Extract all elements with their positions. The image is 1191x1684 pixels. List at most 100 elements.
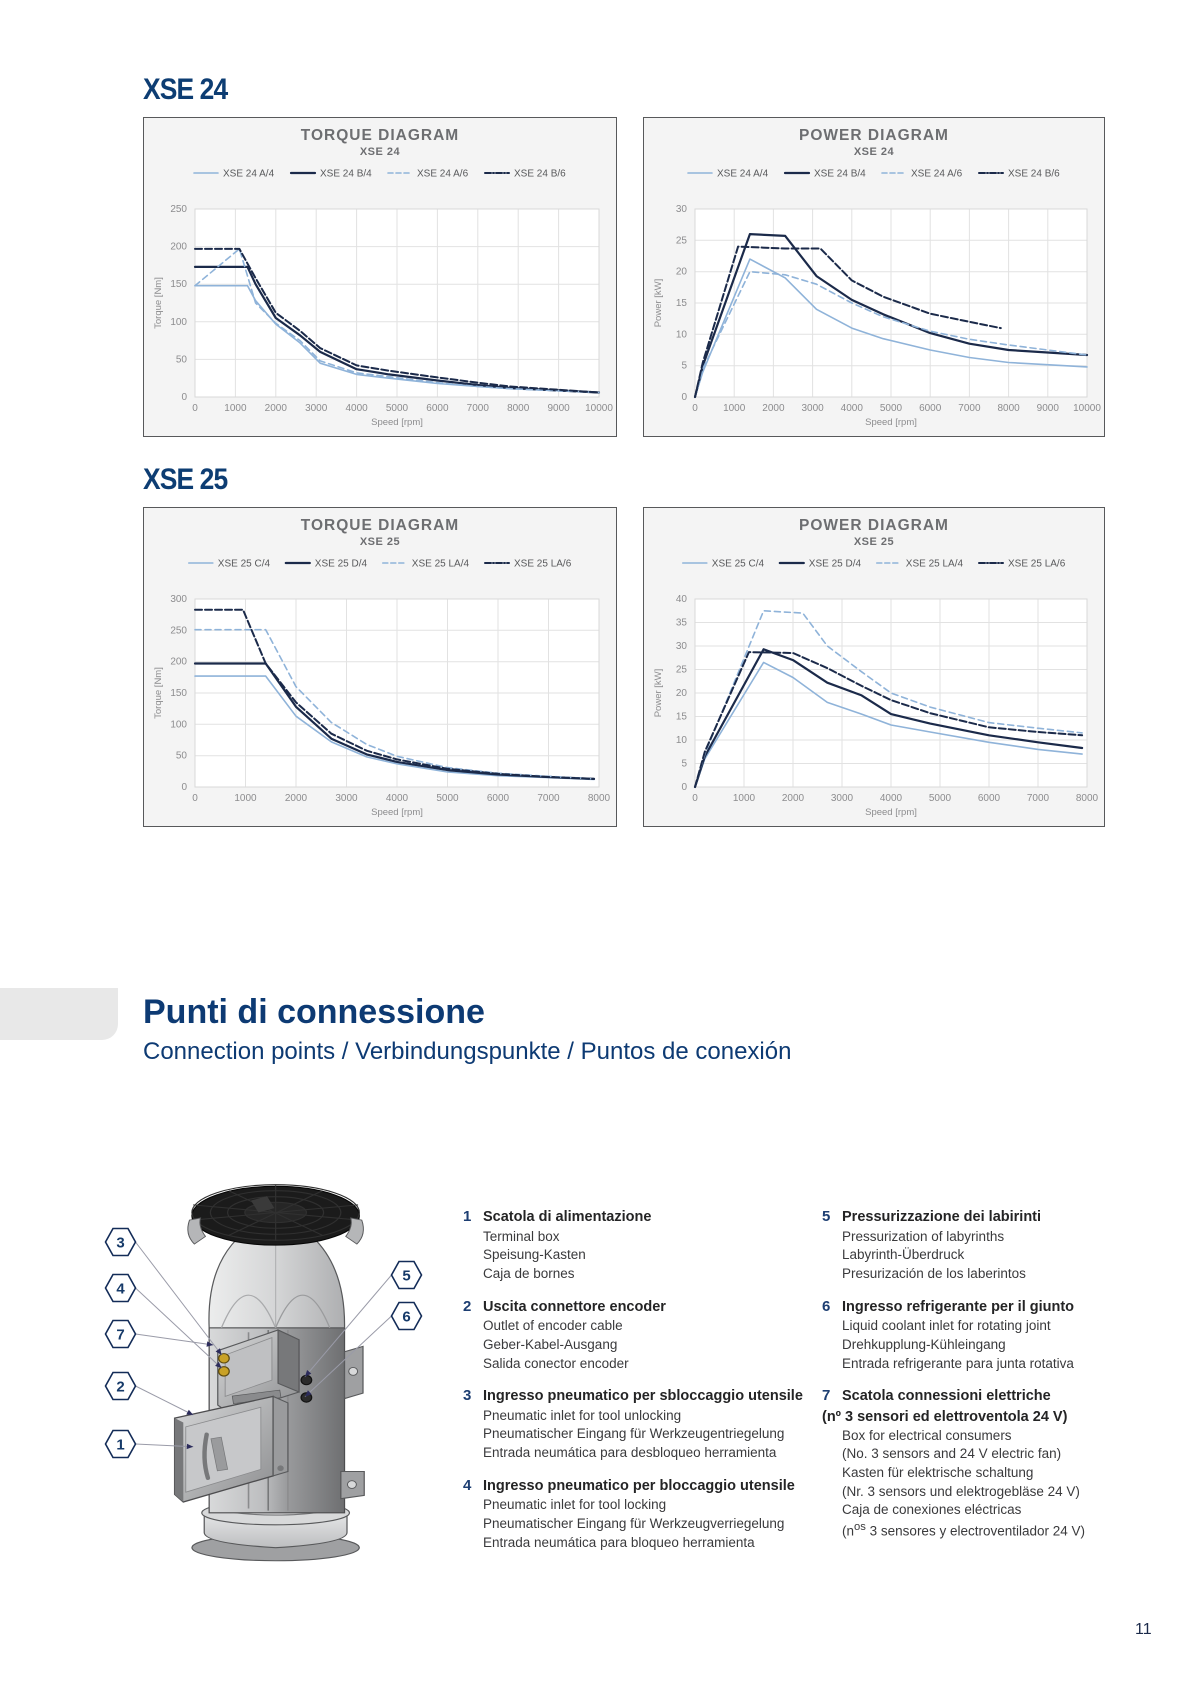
svg-text:8000: 8000: [507, 403, 530, 414]
svg-text:1000: 1000: [723, 403, 746, 414]
svg-text:8000: 8000: [588, 793, 611, 804]
svg-text:4: 4: [116, 1281, 125, 1298]
svg-text:XSE 24: XSE 24: [854, 146, 895, 158]
svg-text:Torque [Nm]: Torque [Nm]: [153, 277, 164, 329]
svg-text:15: 15: [676, 298, 688, 309]
svg-text:200: 200: [170, 242, 187, 253]
svg-text:5000: 5000: [436, 793, 459, 804]
svg-text:150: 150: [170, 279, 187, 290]
svg-text:5: 5: [681, 361, 687, 372]
svg-text:6000: 6000: [487, 793, 510, 804]
svg-text:XSE 25: XSE 25: [854, 536, 894, 548]
svg-text:5: 5: [402, 1268, 410, 1285]
svg-text:8000: 8000: [997, 403, 1020, 414]
svg-text:3: 3: [116, 1235, 124, 1252]
svg-text:0: 0: [181, 392, 187, 403]
svg-text:1000: 1000: [224, 403, 247, 414]
svg-text:3000: 3000: [801, 403, 824, 414]
svg-text:POWER DIAGRAM: POWER DIAGRAM: [799, 127, 949, 144]
svg-text:30: 30: [676, 641, 688, 652]
svg-text:30: 30: [676, 204, 688, 215]
svg-text:3000: 3000: [831, 793, 854, 804]
svg-text:35: 35: [676, 618, 688, 629]
svg-text:50: 50: [176, 751, 188, 762]
svg-text:7000: 7000: [1027, 793, 1050, 804]
svg-text:7000: 7000: [958, 403, 981, 414]
svg-text:XSE 25 LA/4: XSE 25 LA/4: [906, 559, 964, 570]
svg-text:1: 1: [116, 1437, 124, 1454]
svg-text:100: 100: [170, 317, 187, 328]
svg-text:100: 100: [170, 719, 187, 730]
svg-text:XSE 25 D/4: XSE 25 D/4: [315, 559, 368, 570]
svg-text:10000: 10000: [585, 403, 613, 414]
svg-text:Speed [rpm]: Speed [rpm]: [371, 807, 423, 818]
svg-text:XSE 24 B/4: XSE 24 B/4: [814, 169, 866, 180]
svg-text:1000: 1000: [234, 793, 257, 804]
svg-text:20: 20: [676, 267, 688, 278]
svg-text:0: 0: [692, 793, 698, 804]
svg-text:8000: 8000: [1076, 793, 1099, 804]
svg-text:6000: 6000: [426, 403, 449, 414]
svg-text:2: 2: [116, 1379, 124, 1396]
svg-text:XSE 24 A/6: XSE 24 A/6: [911, 169, 963, 180]
svg-text:1000: 1000: [733, 793, 756, 804]
svg-text:10000: 10000: [1073, 403, 1101, 414]
svg-text:5000: 5000: [929, 793, 952, 804]
svg-text:9000: 9000: [1037, 403, 1060, 414]
svg-text:XSE 25 LA/4: XSE 25 LA/4: [412, 559, 470, 570]
svg-text:0: 0: [681, 392, 687, 403]
svg-text:Power [kW]: Power [kW]: [653, 669, 664, 718]
svg-text:Torque [Nm]: Torque [Nm]: [153, 667, 164, 719]
svg-text:7000: 7000: [467, 403, 490, 414]
svg-text:XSE 25 LA/6: XSE 25 LA/6: [514, 559, 572, 570]
svg-text:150: 150: [170, 688, 187, 699]
svg-text:XSE 25 C/4: XSE 25 C/4: [218, 559, 271, 570]
svg-text:4000: 4000: [841, 403, 864, 414]
svg-text:6: 6: [402, 1309, 410, 1326]
svg-text:6000: 6000: [978, 793, 1001, 804]
svg-text:0: 0: [192, 403, 198, 414]
svg-text:20: 20: [676, 688, 688, 699]
svg-text:0: 0: [192, 793, 198, 804]
svg-text:25: 25: [676, 665, 688, 676]
svg-text:2000: 2000: [762, 403, 785, 414]
svg-text:4000: 4000: [880, 793, 903, 804]
svg-text:6000: 6000: [919, 403, 942, 414]
svg-text:XSE 25 LA/6: XSE 25 LA/6: [1008, 559, 1066, 570]
svg-text:TORQUE DIAGRAM: TORQUE DIAGRAM: [301, 127, 459, 144]
svg-text:XSE 24 A/4: XSE 24 A/4: [717, 169, 769, 180]
svg-text:Speed [rpm]: Speed [rpm]: [865, 417, 917, 428]
svg-text:15: 15: [676, 712, 688, 723]
svg-text:XSE 24: XSE 24: [360, 146, 401, 158]
svg-text:10: 10: [676, 329, 688, 340]
svg-text:250: 250: [170, 625, 187, 636]
svg-text:5000: 5000: [880, 403, 903, 414]
svg-text:4000: 4000: [345, 403, 368, 414]
svg-text:40: 40: [676, 594, 688, 605]
svg-text:3000: 3000: [305, 403, 328, 414]
svg-text:XSE 24 B/6: XSE 24 B/6: [1008, 169, 1060, 180]
svg-text:POWER DIAGRAM: POWER DIAGRAM: [799, 517, 949, 534]
svg-text:0: 0: [692, 403, 698, 414]
svg-text:9000: 9000: [547, 403, 570, 414]
svg-text:XSE 24 B/4: XSE 24 B/4: [320, 169, 372, 180]
svg-text:2000: 2000: [285, 793, 308, 804]
svg-text:4000: 4000: [386, 793, 409, 804]
svg-text:10: 10: [676, 735, 688, 746]
svg-text:TORQUE DIAGRAM: TORQUE DIAGRAM: [301, 517, 459, 534]
svg-text:XSE 25 D/4: XSE 25 D/4: [809, 559, 862, 570]
svg-text:XSE 25 C/4: XSE 25 C/4: [712, 559, 765, 570]
svg-text:0: 0: [681, 782, 687, 793]
svg-text:5000: 5000: [386, 403, 409, 414]
svg-text:Power [kW]: Power [kW]: [653, 279, 664, 328]
svg-text:Speed [rpm]: Speed [rpm]: [865, 807, 917, 818]
svg-text:XSE 24 A/6: XSE 24 A/6: [417, 169, 469, 180]
svg-text:7000: 7000: [537, 793, 560, 804]
svg-text:2000: 2000: [782, 793, 805, 804]
svg-text:7: 7: [116, 1327, 124, 1344]
svg-text:2000: 2000: [265, 403, 288, 414]
svg-text:3000: 3000: [335, 793, 358, 804]
svg-text:250: 250: [170, 204, 187, 215]
svg-text:5: 5: [681, 759, 687, 770]
svg-text:XSE 24 A/4: XSE 24 A/4: [223, 169, 275, 180]
